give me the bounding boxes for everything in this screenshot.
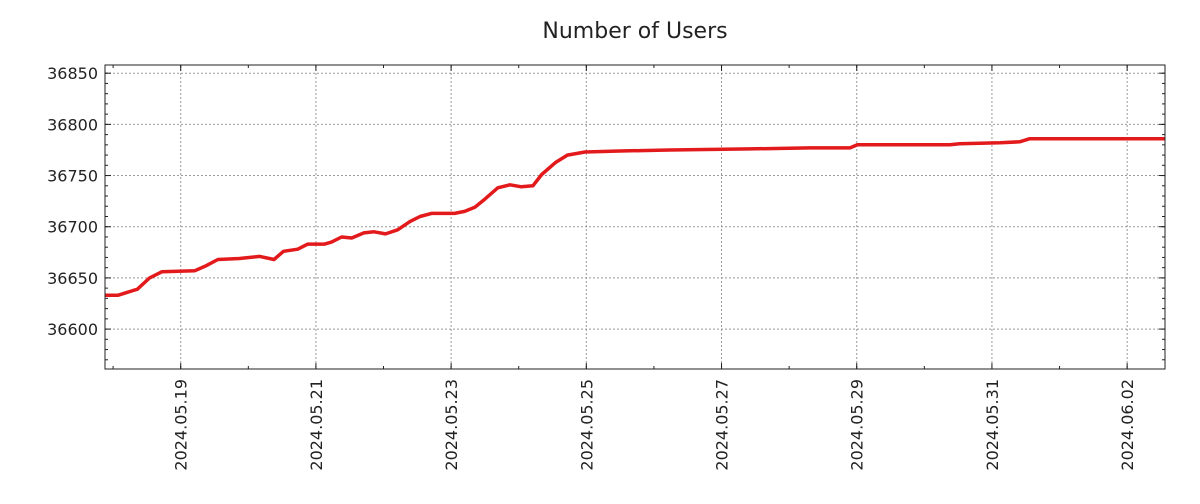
x-tick-label: 2024.05.21 (307, 379, 326, 471)
x-tick-label: 2024.05.29 (848, 379, 867, 471)
x-tick-label: 2024.05.19 (172, 379, 191, 471)
y-tick-label: 36850 (47, 64, 98, 83)
plot-frame (105, 65, 1165, 369)
x-tick-label: 2024.06.02 (1118, 379, 1137, 471)
y-tick-label: 36800 (47, 115, 98, 134)
series-line-number-of-users (105, 139, 1165, 296)
x-tick-label: 2024.05.27 (713, 379, 732, 471)
y-tick-label: 36700 (47, 218, 98, 237)
x-tick-label: 2024.05.25 (577, 379, 596, 471)
x-tick-label: 2024.05.23 (442, 379, 461, 471)
chart-title: Number of Users (542, 19, 727, 44)
y-tick-label: 36600 (47, 320, 98, 339)
axes: 2024.05.19 2024.05.21 2024.05.23 2024.05.25… (47, 64, 1165, 470)
series-layer (105, 139, 1165, 296)
grid (105, 65, 1165, 369)
x-tick-label: 2024.05.31 (983, 379, 1002, 471)
y-tick-label: 36750 (47, 167, 98, 186)
y-tick-label: 36650 (47, 269, 98, 288)
